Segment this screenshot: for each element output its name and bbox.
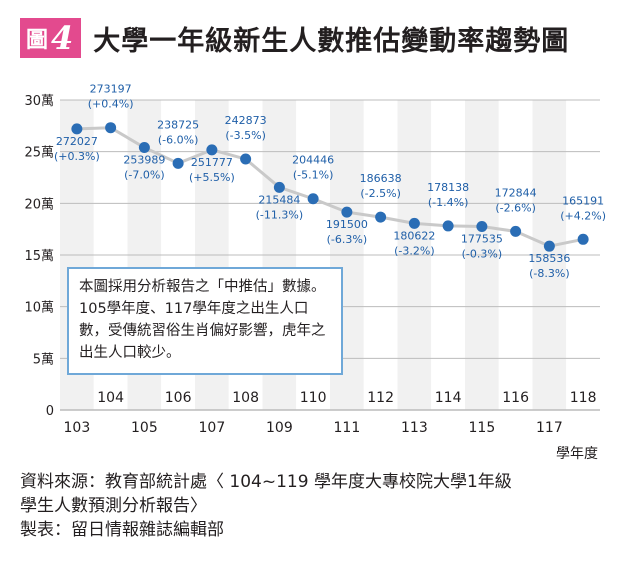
data-label-change: (-3.5%) (225, 129, 266, 142)
y-tick-label: 0 (46, 404, 54, 419)
series-line (76, 126, 584, 248)
data-point (543, 240, 555, 252)
y-tick-label: 15萬 (24, 249, 54, 264)
credit-line: 製表：留日情報雜誌編輯部 (20, 520, 224, 540)
x-tick-label: 106 (165, 390, 192, 406)
data-label-change: (+4.2%) (560, 209, 606, 222)
figure-badge: 圖 4 (20, 18, 82, 58)
y-tick-label: 20萬 (24, 197, 54, 212)
data-label-change: (+0.3%) (54, 150, 100, 163)
x-tick-label: 110 (300, 390, 327, 406)
x-tick-label: 107 (199, 420, 226, 436)
x-tick-label: 116 (502, 390, 529, 406)
data-label-change: (-7.0%) (124, 169, 165, 182)
x-tick-label: 108 (232, 390, 259, 406)
x-axis-title: 學年度 (556, 446, 598, 462)
data-point (307, 193, 319, 205)
data-point (172, 157, 184, 169)
data-label-change: (-11.3%) (256, 208, 304, 221)
data-label-value: 191500 (326, 218, 368, 231)
source-line: 學生人數預測分析報告〉 (20, 496, 207, 516)
x-tick-label: 115 (469, 420, 496, 436)
data-point (206, 144, 218, 156)
data-point (442, 220, 454, 232)
line-chart: 0 5萬 10萬 15萬 20萬 25萬 30萬 103 104 105 106 107 108 109 1… (24, 83, 606, 462)
data-label-value: 215484 (258, 193, 300, 206)
data-label-change: (-8.3%) (529, 267, 570, 280)
data-point (71, 123, 83, 135)
data-label-value: 251777 (191, 156, 233, 169)
figure-badge-number: 4 (51, 19, 74, 57)
x-tick-label: 112 (367, 390, 394, 406)
data-label-value: 177535 (461, 233, 503, 246)
chart-header: 圖 4 大學一年級新生人數推估變動率趨勢圖 (20, 18, 569, 58)
source-block: 資料來源：教育部統計處〈 104~119 學年度大專校院大學1年級 學生人數預測… (20, 470, 620, 542)
data-label-value: 253989 (123, 154, 165, 167)
x-tick-label: 118 (570, 390, 597, 406)
data-label-change: (-6.0%) (158, 133, 199, 146)
data-point (341, 206, 353, 218)
y-tick-label: 5萬 (33, 352, 54, 367)
x-tick-label: 113 (401, 420, 428, 436)
data-label-value: 272027 (56, 135, 98, 148)
data-label-value: 180622 (393, 229, 435, 242)
data-label-value: 273197 (90, 83, 132, 96)
y-tick-label: 30萬 (24, 94, 54, 109)
note-box: 本圖採用分析報告之「中推估」數據。105學年度、117學年度之出生人口數，受傳統… (67, 267, 343, 375)
data-point (375, 211, 387, 223)
data-label-change: (-3.2%) (394, 244, 435, 257)
data-point (240, 153, 252, 165)
x-tick-label: 117 (536, 420, 563, 436)
data-label-value: 165191 (562, 194, 604, 207)
data-label-value: 158536 (528, 252, 570, 265)
x-tick-label: 104 (97, 390, 124, 406)
y-tick-label: 25萬 (24, 146, 54, 161)
data-point (510, 225, 522, 237)
data-label-value: 238725 (157, 118, 199, 131)
data-label-value: 172844 (495, 186, 537, 199)
data-label-value: 186638 (360, 172, 402, 185)
data-point (577, 233, 589, 245)
x-tick-label: 111 (334, 420, 361, 436)
data-label-change: (+5.5%) (189, 171, 235, 184)
data-label-value: 242873 (225, 114, 267, 127)
data-label-value: 178138 (427, 181, 469, 194)
data-label-change: (-2.5%) (360, 187, 401, 200)
data-label-change: (+0.4%) (88, 98, 134, 111)
data-point (138, 142, 150, 154)
data-label-value: 204446 (292, 154, 334, 167)
source-line: 資料來源：教育部統計處〈 104~119 學年度大專校院大學1年級 (20, 472, 512, 492)
data-point (476, 221, 488, 233)
y-tick-label: 10萬 (24, 301, 54, 316)
x-tick-label: 114 (435, 390, 462, 406)
data-label-change: (-5.1%) (293, 169, 334, 182)
chart-title: 大學一年級新生人數推估變動率趨勢圖 (93, 25, 570, 57)
data-label-change: (-0.3%) (462, 248, 503, 261)
x-tick-label: 105 (131, 420, 158, 436)
figure-badge-text: 圖 (26, 28, 49, 53)
data-point (105, 122, 117, 134)
data-label-change: (-2.6%) (495, 201, 536, 214)
data-label-change: (-6.3%) (327, 233, 368, 246)
data-point (273, 181, 285, 193)
data-point (408, 217, 420, 229)
x-tick-label: 103 (64, 420, 91, 436)
x-tick-label: 109 (266, 420, 293, 436)
data-label-change: (-1.4%) (428, 196, 469, 209)
